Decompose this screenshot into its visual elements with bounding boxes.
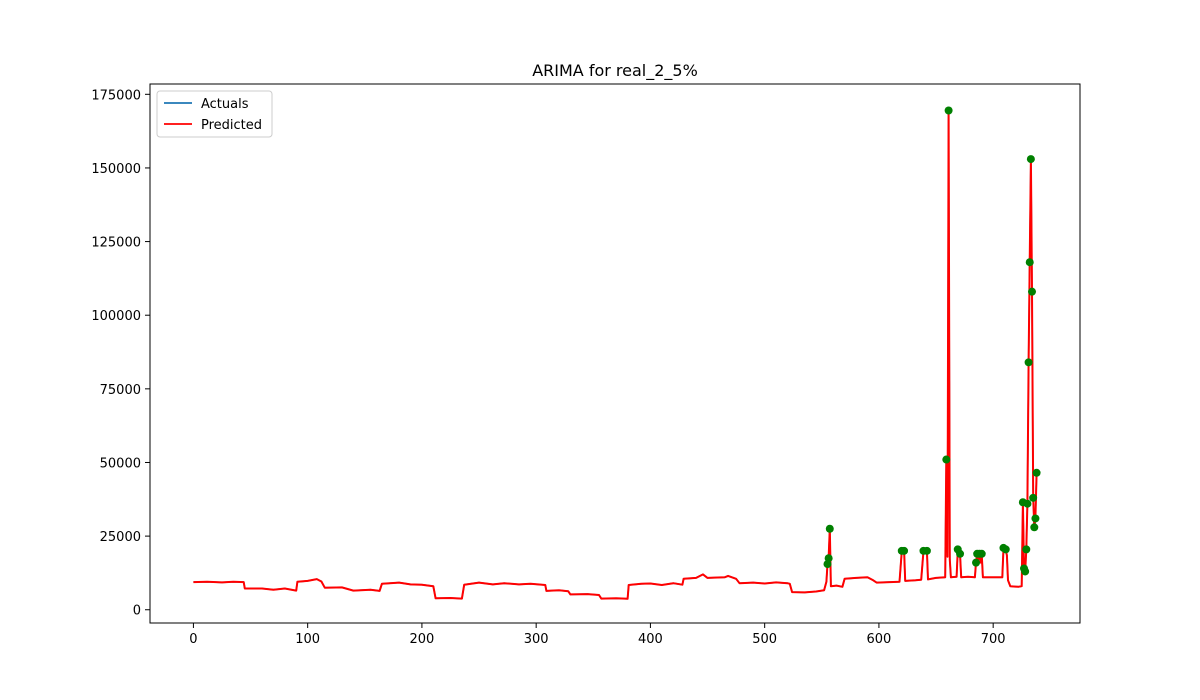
anomaly-point: [1024, 358, 1033, 367]
anomaly-point: [1023, 499, 1032, 508]
anomaly-point: [900, 546, 909, 555]
anomaly-point: [972, 558, 981, 567]
anomaly-point: [1028, 287, 1037, 296]
anomaly-point: [1025, 258, 1034, 267]
anomaly-point: [1031, 514, 1040, 523]
anomaly-point: [956, 549, 965, 558]
x-tick-label: 500: [752, 632, 777, 647]
anomaly-point: [1032, 468, 1041, 477]
legend-label-predicted: Predicted: [201, 118, 262, 133]
plot-frame: [149, 83, 1081, 624]
series-actuals-line: [193, 109, 1038, 600]
x-tick-label: 300: [524, 632, 549, 647]
x-tick-label: 600: [867, 632, 892, 647]
x-tick-label: 200: [410, 632, 435, 647]
y-tick-label: 25000: [100, 530, 141, 545]
y-tick-label: 100000: [91, 309, 141, 324]
series-predicted-line: [193, 109, 1038, 600]
y-tick-label: 150000: [91, 162, 141, 177]
anomaly-point: [824, 554, 833, 563]
y-tick-label: 175000: [91, 88, 141, 103]
anomaly-point: [922, 546, 931, 555]
anomaly-point: [1021, 567, 1030, 576]
y-tick-label: 0: [133, 604, 141, 619]
anomaly-point: [1030, 523, 1039, 532]
y-tick-label: 75000: [100, 383, 141, 398]
y-tick-label: 50000: [100, 456, 141, 471]
x-tick-label: 700: [981, 632, 1006, 647]
legend-label-actuals: Actuals: [201, 97, 249, 112]
anomaly-point: [942, 455, 951, 464]
anomaly-point: [977, 549, 986, 558]
anomaly-point: [1001, 545, 1010, 554]
y-axis: 0 25000 50000 75000 100000 125000 150000 175000: [91, 88, 150, 619]
x-tick-label: 400: [638, 632, 663, 647]
x-tick-label: 100: [295, 632, 320, 647]
anomaly-point: [1026, 155, 1035, 164]
plot-area: [149, 83, 1081, 624]
anomaly-point: [1029, 493, 1038, 502]
y-tick-label: 125000: [91, 236, 141, 251]
x-axis: 0 100 200 300 400 500 600 700: [189, 623, 1006, 647]
legend: Actuals Predicted: [156, 90, 273, 138]
chart-title: ARIMA for real_2_5%: [532, 61, 698, 81]
anomaly-point: [944, 106, 953, 115]
anomaly-point: [1022, 545, 1031, 554]
anomaly-point: [825, 524, 834, 533]
x-tick-label: 0: [189, 632, 197, 647]
